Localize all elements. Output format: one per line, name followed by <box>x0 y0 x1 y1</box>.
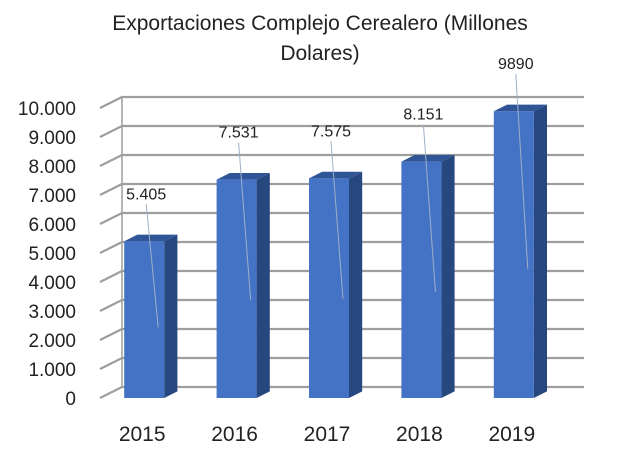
bar-top <box>124 234 178 242</box>
x-tick-label-2018: 2018 <box>396 423 443 446</box>
y-tick-label: 2.000 <box>28 331 76 352</box>
bars <box>124 104 547 398</box>
data-label-2015: 5.405 <box>126 186 166 203</box>
y-tick-label: 0 <box>65 389 76 410</box>
bar-front <box>124 241 165 398</box>
bar-side <box>164 234 178 398</box>
x-tick-label-2015: 2015 <box>119 423 166 446</box>
bar-2017 <box>309 171 363 398</box>
bar-top <box>216 173 270 180</box>
bar-side <box>256 173 270 398</box>
data-labels: 5.405 7.531 7.575 8.151 9890 <box>126 56 534 203</box>
chart-title-line2: Dolares) <box>280 42 360 65</box>
data-label-2016: 7.531 <box>219 125 259 142</box>
data-label-2018: 8.151 <box>403 107 443 124</box>
y-tick-label: 1.000 <box>28 360 76 381</box>
x-tick-label-2019: 2019 <box>488 423 535 446</box>
data-label-leader <box>515 74 529 269</box>
y-tick-label: 9.000 <box>28 128 76 149</box>
y-tick-label: 8.000 <box>28 157 76 178</box>
bar-2019 <box>493 104 547 398</box>
y-axis-tick-labels: 0 1.000 2.000 3.000 4.000 5.000 6.000 7.000 8.00… <box>18 99 76 410</box>
x-tick-label-2016: 2016 <box>211 423 258 446</box>
bar-side <box>533 104 547 398</box>
data-label-leader <box>330 141 344 300</box>
data-label-leader <box>422 124 436 292</box>
y-tick-label: 5.000 <box>28 244 76 265</box>
y-tick-label: 4.000 <box>28 273 76 294</box>
data-label-leader <box>238 142 252 300</box>
chart-title-line1: Exportaciones Complejo Cerealero (Millon… <box>112 12 528 35</box>
bar-2015 <box>124 234 178 398</box>
y-tick-label: 7.000 <box>28 186 76 207</box>
data-label-2019: 9890 <box>498 56 534 73</box>
y-tick-label: 3.000 <box>28 302 76 323</box>
bar-front <box>216 179 257 398</box>
bar-top <box>493 104 547 112</box>
bar-top <box>309 171 363 179</box>
bar-front <box>309 178 349 398</box>
y-tick-label: 10.000 <box>18 99 76 120</box>
data-label-leader <box>145 204 159 328</box>
bar-top <box>401 155 455 162</box>
data-label-leaders <box>145 74 529 328</box>
bar-front <box>401 161 442 398</box>
bar-side <box>441 155 455 398</box>
bar-front <box>493 111 534 398</box>
y-tick-label: 6.000 <box>28 215 76 236</box>
bar-side <box>349 171 363 398</box>
data-label-2017: 7.575 <box>311 123 351 140</box>
x-axis-tick-labels: 2015 2016 2017 2018 2019 <box>119 423 535 446</box>
x-tick-label-2017: 2017 <box>304 423 351 446</box>
